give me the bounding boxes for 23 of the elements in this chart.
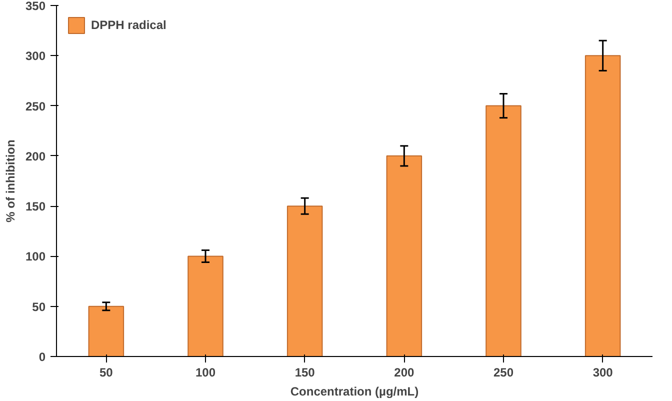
y-tick-label: 300 [25,49,46,64]
bar [584,55,621,356]
y-axis-title: % of inhibition [3,140,18,222]
x-axis-title: Concentration (µg/mL) [290,384,419,398]
x-tick-label: 100 [195,366,216,380]
x-tick-label: 150 [294,366,316,380]
x-tick-label: 300 [592,366,614,380]
bar [188,256,224,356]
bar [88,306,124,356]
legend-label: DPPH radical [91,18,166,32]
bar [286,206,323,356]
x-tick-label: 250 [493,366,514,380]
y-tick-label: 250 [25,99,46,114]
y-tick-label: 200 [25,149,46,164]
y-tick-label: 100 [25,250,46,264]
y-tick-label: 50 [32,300,46,314]
y-tick-label: 150 [25,200,46,214]
bar [386,155,422,356]
x-tick-label: 50 [99,366,114,380]
y-tick-label: 0 [38,350,46,364]
x-tick-label: 200 [394,366,415,380]
bar [486,105,522,356]
y-tick-label: 350 [25,0,46,13]
